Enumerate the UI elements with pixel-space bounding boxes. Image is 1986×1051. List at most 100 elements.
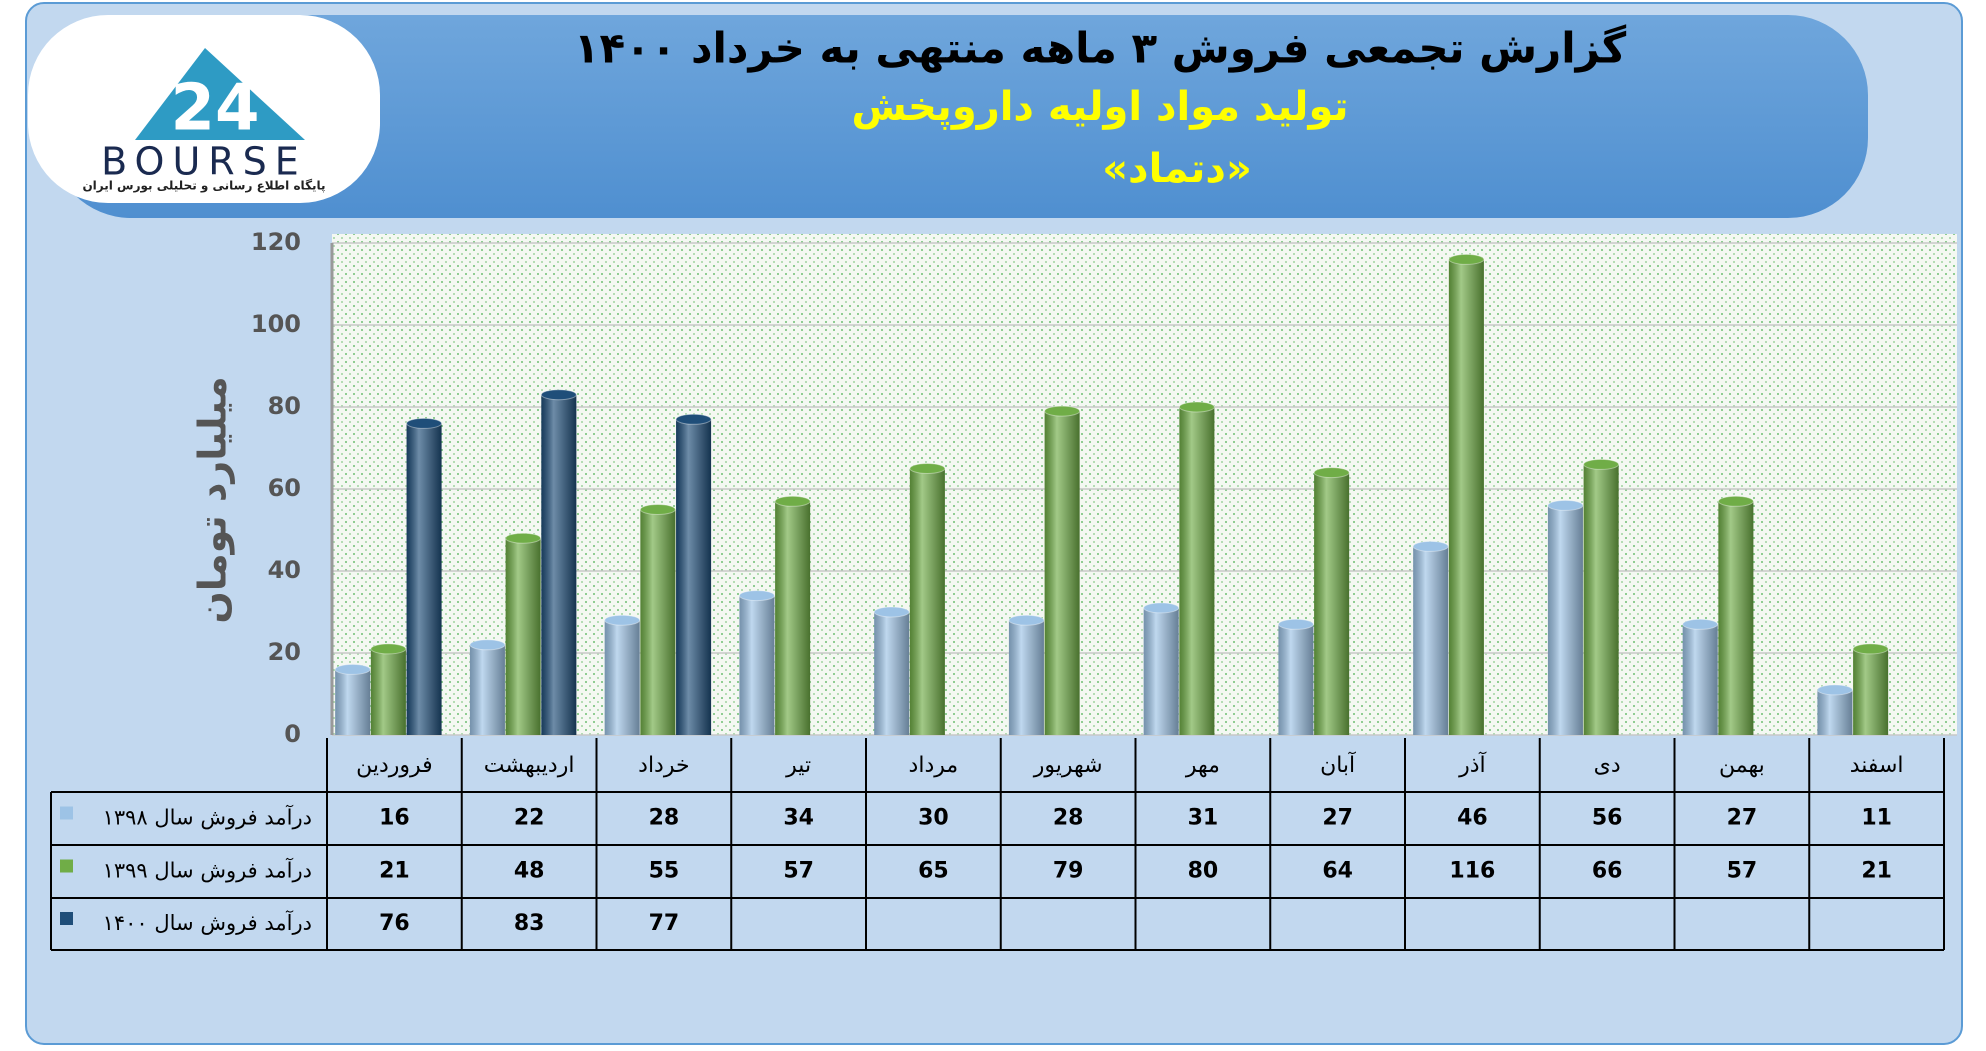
table-value: 22 [514,806,545,831]
bar-cap [1852,643,1889,655]
bar-cap [540,389,577,401]
x-tick-label: دی [1594,753,1621,778]
bar-cap [1448,253,1485,265]
bar-cap [370,643,407,655]
table-value: 30 [918,806,949,831]
bar-shade [541,394,577,735]
y-axis-title: میلیارد تومان [191,376,235,623]
legend-swatch [60,806,73,820]
y-tick-label: 40 [268,556,301,584]
x-tick-label: بهمن [1719,753,1765,778]
legend-swatch [60,859,73,873]
logo-number: 24 [170,72,259,146]
bar-cap [1547,499,1584,511]
bar-shade [1817,689,1853,735]
table-value: 28 [649,806,680,831]
bar-shade [1853,648,1889,735]
table-value: 57 [1727,859,1758,884]
bar-cap [1313,467,1350,479]
x-tick-label: خرداد [638,753,689,778]
x-tick-label: اردیبهشت [484,753,575,778]
table-value: 79 [1053,859,1084,884]
logo-tagline: پایگاه اطلاع رسانی و تحلیلی بورس ایران [82,179,325,194]
bar-cap [1412,540,1449,552]
legend-label: درآمد فروش سال ۱۳۹۸ [103,805,312,830]
x-tick-label: آبان [1320,751,1356,778]
x-tick-label: مرداد [909,753,959,778]
bar-cap [1008,614,1045,626]
bar-cap [1277,618,1314,630]
table-value: 28 [1053,806,1084,831]
bar-shade [604,620,640,735]
x-tick-label: فروردین [356,753,433,778]
table-value: 77 [649,911,680,936]
bar-cap [738,590,775,602]
y-tick-label: 120 [251,228,301,256]
table-value: 65 [918,859,949,884]
bar-cap [1583,458,1620,470]
logo-name: BOURSE [101,140,307,184]
bar-cap [1143,602,1180,614]
bar-cap [1178,401,1215,413]
bar-shade [1008,620,1044,735]
table-value: 64 [1322,859,1353,884]
legend-swatch [60,912,73,925]
table-value: 57 [783,859,814,884]
bar-cap [1717,495,1754,507]
chart-subtitle: تولید مواد اولیه داروپخش [851,84,1348,130]
bar-cap [1044,405,1081,417]
bar-shade [676,419,712,735]
table-value: 27 [1322,806,1353,831]
x-tick-label: اسفند [1850,753,1904,778]
y-tick-label: 20 [268,638,301,666]
table-value: 66 [1592,859,1623,884]
bar-cap [909,463,946,474]
bar-cap [334,663,371,675]
bar-cap [675,413,712,425]
bar-cap [774,495,811,507]
bar-cap [1682,618,1719,630]
table-value: 21 [379,859,410,884]
logo-triangle [135,48,305,140]
bar-shade [1179,407,1215,735]
bar-shade [775,501,811,735]
bar-shade [406,423,442,735]
bar-shade [1314,472,1350,735]
header-banner [51,15,1868,218]
bar-shade [1044,411,1080,735]
bar-shade [1278,624,1314,735]
bar-cap [406,417,443,429]
bar-shade [1682,624,1718,735]
x-tick-label: مهر [1185,753,1220,778]
table-value: 21 [1861,859,1892,884]
bar-cap [469,639,506,651]
table-value: 83 [514,911,545,936]
symbol: «دتماد» [1102,146,1252,192]
bar-cap [873,606,910,618]
table-value: 46 [1457,806,1488,831]
chart-title: گزارش تجمعی فروش ۳ ماهه منتهی به خرداد ۱… [574,24,1627,74]
bar-shade [1718,501,1754,735]
x-tick-label: شهریور [1033,753,1103,778]
bar-shade [1143,607,1179,735]
bar-cap [1816,684,1853,696]
y-tick-label: 60 [268,474,301,502]
bar-shade [1547,505,1583,735]
table-value: 55 [649,859,680,884]
bar-cap [639,504,676,515]
bar-shade [909,468,945,735]
x-tick-label: تیر [785,753,811,778]
bar-shade [1413,546,1449,735]
bar-shade [505,538,541,735]
table-value: 31 [1188,806,1219,831]
y-tick-label: 0 [284,720,301,748]
table-value: 16 [379,806,410,831]
table-value: 11 [1861,806,1892,831]
table-value: 116 [1449,859,1495,884]
table-value: 80 [1188,859,1219,884]
bar-shade [739,595,775,735]
bar-shade [1583,464,1619,735]
table-value: 34 [783,806,814,831]
